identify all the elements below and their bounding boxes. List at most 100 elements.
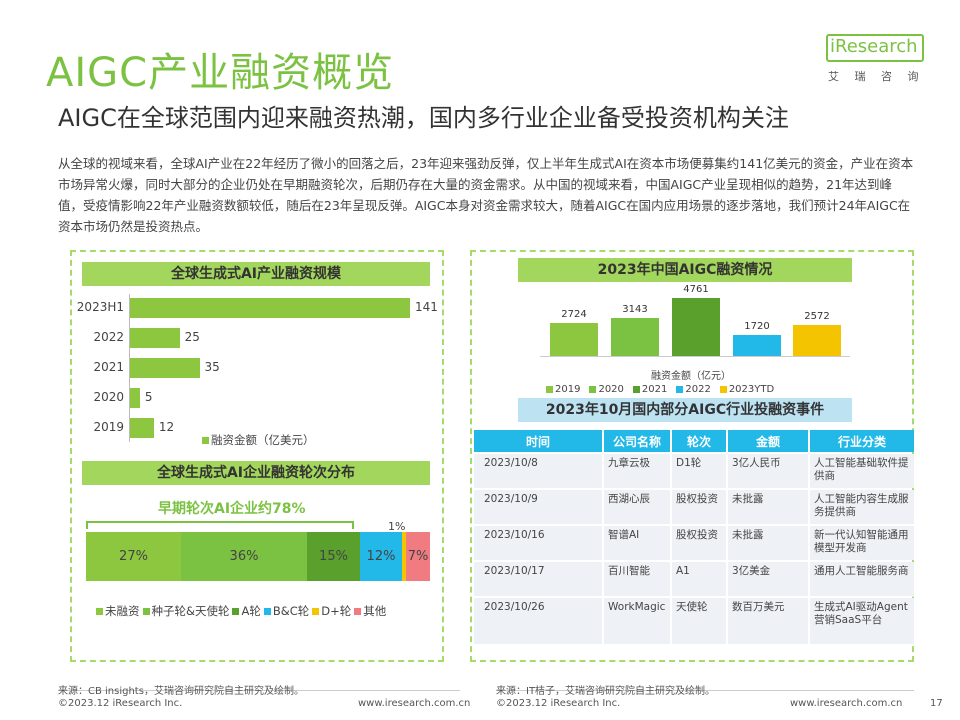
bar (130, 418, 154, 438)
bar-value: 2572 (804, 310, 830, 322)
bar-label: 2021 (93, 360, 124, 374)
bar (130, 388, 140, 408)
chart2-title: 全球生成式AI企业融资轮次分布 (82, 461, 430, 485)
legend-label: 种子轮&天使轮 (151, 604, 230, 618)
legend-swatch (96, 608, 103, 615)
chart-bar (611, 317, 659, 356)
bar (130, 328, 180, 348)
legend-label: 2023YTD (728, 384, 775, 395)
footer-divider-right (496, 690, 914, 691)
chart2-small-label: 1% (388, 520, 406, 533)
table-title: 2023年10月国内部分AIGC行业投融资事件 (518, 398, 852, 422)
legend-swatch (263, 608, 271, 615)
table-cell: 新一代认知智能通用模型开发商 (810, 526, 914, 560)
table-header-cell: 行业分类 (810, 430, 914, 452)
chart3-legend: 2019 2020 2021 2022 2023YTD (546, 384, 783, 395)
bar-value: 2724 (561, 308, 587, 320)
table-cell: 2023/10/16 (474, 526, 602, 560)
legend-label: 融资金额（亿美元） (211, 433, 315, 447)
chart-bar (793, 324, 841, 356)
page-subtitle: AIGC在全球范围内迎来融资热潮，国内多行业企业备受投资机构关注 (58, 104, 789, 132)
table-header-cell: 轮次 (672, 430, 726, 452)
bar-label: 2019 (93, 420, 124, 434)
chart1-legend: 融资金额（亿美元） (202, 432, 315, 448)
legend-swatch (354, 608, 362, 615)
table-cell: 2023/10/8 (474, 454, 602, 488)
bar-value: 25 (184, 330, 200, 344)
bar-label: 2022 (93, 330, 124, 344)
bar-label: 2020 (93, 390, 124, 404)
legend-item: B&C轮 (263, 604, 310, 618)
stack-segment: 15% (307, 532, 360, 581)
legend-item: 2023YTD (719, 384, 775, 395)
page-number: 17 (930, 698, 943, 709)
chart2-legend: 未融资 种子轮&天使轮 A轮 B&C轮 D+轮 其他 (96, 603, 389, 619)
table-cell: 九章云极 (604, 454, 670, 488)
stack-segment: 27% (86, 532, 181, 581)
legend-swatch (312, 608, 320, 615)
left-url[interactable]: www.iresearch.com.cn (358, 698, 471, 709)
legend-item: 未融资 (96, 604, 140, 618)
logo: iResearch (830, 36, 918, 57)
table-cell: 西湖心辰 (604, 490, 670, 524)
events-table-wrap: 时间 公司名称 轮次 金额 行业分类 2023/10/8 九章云极 D1轮 3亿人民币 人工智能… (472, 428, 916, 646)
chart-bar (733, 335, 781, 356)
right-url[interactable]: www.iresearch.com.cn (790, 698, 903, 709)
bar-label: 2023H1 (76, 300, 124, 314)
legend-label: B&C轮 (272, 604, 310, 618)
table-cell: A1 (672, 562, 726, 596)
logo-subtitle: 艾 瑞 咨 询 (828, 70, 925, 83)
bar-value: 1720 (744, 321, 770, 333)
table-cell: 智谱AI (604, 526, 670, 560)
table-cell: 股权投资 (672, 490, 726, 524)
legend-label: 未融资 (105, 604, 140, 618)
bar-value: 12 (158, 420, 175, 434)
chart3-axis (540, 356, 850, 357)
table-cell: 3亿人民币 (728, 454, 808, 488)
legend-label: 2020 (598, 384, 624, 395)
table-row: 2023/10/26 WorkMagic 天使轮 数百万美元 生成式AI驱动Agent营… (474, 598, 914, 644)
table-cell: 数百万美元 (728, 598, 808, 644)
bar (130, 358, 200, 378)
table-row: 2023/10/17 百川智能 A1 3亿美金 通用人工智能服务商 (474, 562, 914, 596)
table-cell: 3亿美金 (728, 562, 808, 596)
stack-segment: 36% (181, 532, 307, 581)
table-header-cell: 公司名称 (604, 430, 670, 452)
legend-item: 2021 (632, 384, 667, 395)
callout-bracket (86, 521, 354, 529)
legend-item: D+轮 (312, 604, 351, 618)
table-cell: 2023/10/17 (474, 562, 602, 596)
table-cell: 2023/10/26 (474, 598, 602, 644)
left-source: 来源：CB insights，艾瑞咨询研究院自主研究及绘制。 (58, 686, 304, 697)
table-cell: 通用人工智能服务商 (810, 562, 914, 596)
chart1-title: 全球生成式AI产业融资规模 (82, 262, 430, 286)
events-table: 时间 公司名称 轮次 金额 行业分类 2023/10/8 九章云极 D1轮 3亿人民币 人工智能… (472, 428, 916, 646)
table-cell: D1轮 (672, 454, 726, 488)
chart-bar (672, 298, 720, 356)
table-cell: 2023/10/9 (474, 490, 602, 524)
intro-paragraph: 从全球的视域来看，全球AI产业在22年经历了微小的回落之后，23年迎来强劲反弹，… (58, 156, 914, 234)
stack-segment: 12% (360, 532, 402, 581)
left-panel (70, 250, 444, 662)
table-body: 2023/10/8 九章云极 D1轮 3亿人民币 人工智能基础软件提供商 2023/10/… (474, 454, 914, 644)
bar-value: 3143 (622, 303, 648, 315)
legend-item: 2022 (676, 384, 711, 395)
right-source: 来源：IT桔子，艾瑞咨询研究院自主研究及绘制。 (496, 686, 716, 697)
table-header-cell: 金额 (728, 430, 808, 452)
bar-value: 4761 (683, 284, 709, 295)
legend-item: 2019 (546, 384, 580, 395)
chart1-axis (129, 294, 130, 442)
stack-segment: 7% (406, 532, 430, 581)
left-copyright: ©2023.12 iResearch Inc. (58, 698, 183, 709)
bar-value: 5 (144, 390, 153, 404)
legend-item: A轮 (232, 604, 261, 618)
table-cell: 生成式AI驱动Agent营销SaaS平台 (810, 598, 914, 644)
stack-segment (402, 532, 406, 581)
legend-label: A轮 (241, 604, 261, 618)
legend-swatch (719, 385, 727, 393)
table-cell: 未批露 (728, 526, 808, 560)
bar (130, 298, 410, 318)
legend-swatch (632, 385, 640, 393)
table-row: 2023/10/9 西湖心辰 股权投资 未批露 人工智能内容生成服务提供商 (474, 490, 914, 524)
legend-item: 种子轮&天使轮 (142, 604, 230, 618)
